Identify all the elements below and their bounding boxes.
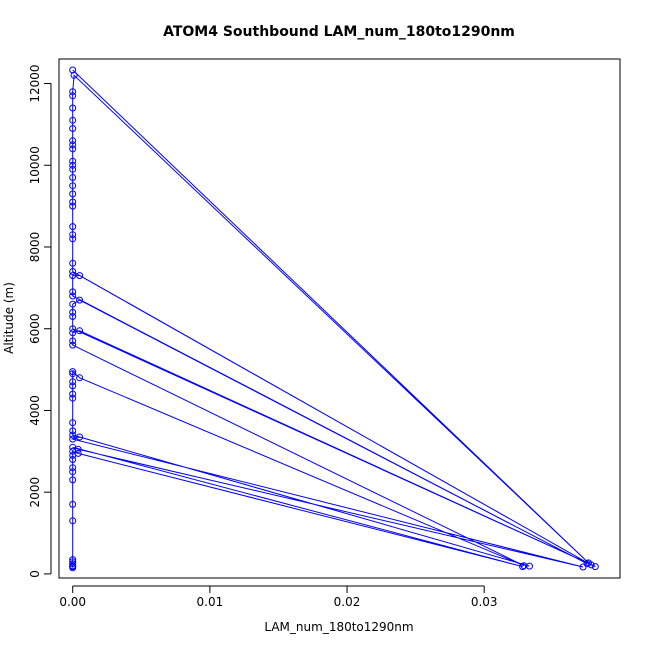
data-point [69, 272, 77, 280]
data-point [69, 435, 77, 443]
data-point [69, 165, 77, 173]
data-point [69, 292, 77, 300]
x-tick-label: 0.02 [334, 595, 361, 609]
series-line [70, 69, 596, 568]
data-point [69, 235, 77, 243]
data-point [69, 341, 77, 349]
data-point [69, 88, 77, 96]
data-point [74, 445, 82, 453]
y-tick-label: 2000 [28, 477, 42, 508]
data-point [76, 327, 84, 335]
data-point [69, 231, 77, 239]
data-point [69, 464, 77, 472]
data-point [69, 198, 77, 206]
data-point [69, 104, 77, 112]
data-point [69, 116, 77, 124]
y-tick-label: 8000 [28, 232, 42, 263]
data-point [69, 66, 77, 74]
y-tick-label: 10000 [28, 146, 42, 184]
x-tick-label: 0.00 [59, 595, 86, 609]
data-point [69, 556, 77, 564]
data-point [76, 433, 84, 441]
data-point [69, 419, 77, 427]
data-point [583, 560, 591, 568]
data-point [69, 141, 77, 149]
data-point [69, 329, 77, 337]
y-tick-label: 12000 [28, 64, 42, 102]
data-point [69, 368, 77, 376]
data-point [69, 182, 77, 190]
data-point [69, 370, 77, 378]
data-point [69, 337, 77, 345]
data-point [69, 517, 77, 525]
data-point [69, 558, 77, 566]
data-point [69, 145, 77, 153]
data-point [69, 190, 77, 198]
data-point [69, 325, 77, 333]
data-point [69, 382, 77, 390]
y-tick-label: 0 [28, 570, 42, 578]
data-point [69, 300, 77, 308]
data-point [69, 161, 77, 169]
x-axis: 0.00 0.01 0.02 0.03 [59, 585, 498, 609]
plot-frame [58, 58, 621, 579]
y-tick-label: 6000 [28, 313, 42, 344]
data-point [69, 431, 77, 439]
data-point [69, 259, 77, 267]
x-tick-label: 0.01 [197, 595, 224, 609]
data-point [69, 313, 77, 320]
data-point [69, 174, 77, 181]
data-point [69, 500, 77, 508]
data-point [69, 202, 77, 210]
data-point [69, 288, 77, 296]
chart-title: ATOM4 Southbound LAM_num_180to1290nm [163, 24, 515, 40]
data-point [69, 476, 77, 484]
data-point [76, 272, 84, 280]
data-point [74, 449, 82, 457]
data-point [76, 296, 84, 304]
data-point [591, 563, 599, 571]
data-point [585, 559, 592, 567]
data-point [69, 92, 77, 100]
data-point [69, 125, 77, 132]
data-point [69, 378, 77, 386]
data-point [76, 374, 84, 382]
data-point [69, 456, 77, 463]
data-point [520, 562, 528, 570]
y-axis-label: Altitude (m) [2, 282, 16, 354]
data-point [69, 394, 77, 402]
series-layer [69, 66, 599, 572]
data-point [69, 308, 77, 316]
data-point [69, 468, 77, 476]
data-point [69, 157, 77, 165]
data-point [69, 268, 77, 275]
x-axis-label: LAM_num_180to1290nm [264, 620, 413, 634]
data-point [69, 560, 77, 568]
x-tick-label: 0.03 [471, 595, 498, 609]
y-axis: 0 2000 4000 6000 8000 10000 12000 [28, 64, 52, 578]
data-point [69, 137, 77, 145]
data-point [519, 563, 527, 571]
data-point [69, 390, 77, 398]
data-point [69, 223, 77, 231]
data-point [69, 427, 77, 435]
y-tick-label: 4000 [28, 395, 42, 426]
